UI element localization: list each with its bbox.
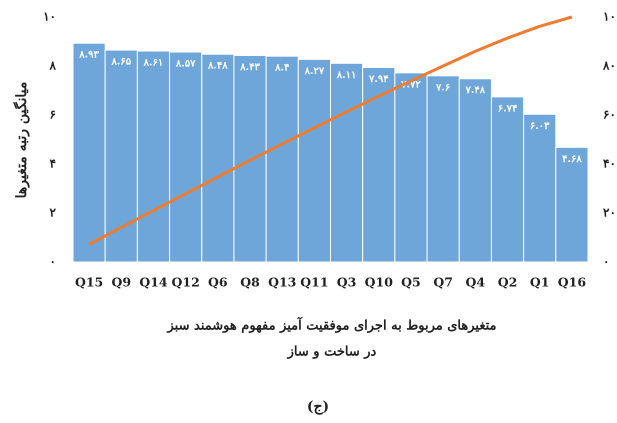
bar xyxy=(490,96,525,263)
x-tick-label: Q8 xyxy=(240,275,260,290)
bar xyxy=(265,55,299,263)
y-tick-label: ۲ xyxy=(50,206,57,220)
bar xyxy=(426,75,460,263)
x-tick-label: Q3 xyxy=(337,275,357,290)
x-tick-label: Q4 xyxy=(466,275,486,290)
bar xyxy=(169,51,203,263)
value-label: ۷.۷۲ xyxy=(400,79,421,90)
x-tick-label: Q2 xyxy=(498,275,518,290)
y2-tick-label: ۱۰۰ xyxy=(603,10,617,24)
value-label: ۸.۲۷ xyxy=(304,66,325,77)
x-axis-title: متغیرهای مربوط به اجرای موفقیت آمیز مفهو… xyxy=(167,317,497,334)
x-tick-label: Q9 xyxy=(111,275,131,290)
line xyxy=(88,15,573,246)
y2-tick-label: ۴۰ xyxy=(603,157,616,171)
value-label: ۷.۹۴ xyxy=(368,74,389,85)
x-tick-label: Q14 xyxy=(139,275,168,290)
value-label: ۷.۶ xyxy=(435,82,450,93)
x-tick-label: Q13 xyxy=(268,275,296,290)
bar xyxy=(330,62,364,263)
bar xyxy=(297,58,331,263)
value-label: ۸.۹۳ xyxy=(78,50,99,61)
value-label: ۸.۴ xyxy=(274,63,289,74)
x-tick-label: Q1 xyxy=(530,275,550,290)
y-tick-label: ۰ xyxy=(50,255,56,269)
caption: (ج) xyxy=(307,399,329,415)
y-tick-label: ۸ xyxy=(49,59,57,73)
value-label: ۸.۴۳ xyxy=(239,62,260,73)
bar xyxy=(523,113,557,263)
x-tick-label: Q7 xyxy=(433,275,453,290)
value-label: ۴.۶۸ xyxy=(562,154,582,165)
value-label: ۸.۴۸ xyxy=(207,61,228,72)
bar xyxy=(458,78,492,263)
bar xyxy=(201,53,235,263)
y2-tick-label: ۲۰ xyxy=(603,206,616,220)
y2-tick-label: ۸۰ xyxy=(602,59,616,73)
bar xyxy=(555,146,589,263)
x-tick-label: Q12 xyxy=(172,275,200,290)
x-tick-label: Q6 xyxy=(208,275,228,290)
y2-tick-label: ۰ xyxy=(603,255,609,269)
value-label: ۶.۷۴ xyxy=(498,103,518,114)
value-label: ۸.۱۱ xyxy=(336,70,357,81)
x-axis-title: در ساخت و ساز xyxy=(287,345,377,360)
x-tick-label: Q15 xyxy=(75,275,103,290)
y-tick-label: ۴ xyxy=(50,157,56,171)
bar xyxy=(394,72,428,263)
bar xyxy=(136,50,171,263)
y2-tick-label: ۶۰ xyxy=(603,108,616,122)
value-label: ۷.۴۸ xyxy=(465,85,486,96)
value-label: ۸.۶۱ xyxy=(143,58,164,69)
x-tick-label: Q10 xyxy=(365,275,394,290)
y-axis-title: میانگین رتبه متغیرها xyxy=(13,82,30,199)
x-tick-label: Q11 xyxy=(300,275,328,290)
value-label: ۸.۵۷ xyxy=(175,59,196,70)
y-tick-label: ۱۰ xyxy=(43,10,56,24)
x-tick-label: Q5 xyxy=(401,275,421,290)
value-label: ۶.۰۳ xyxy=(530,121,550,132)
x-tick-label: Q16 xyxy=(558,275,587,290)
bar xyxy=(104,49,138,263)
bar xyxy=(72,42,106,263)
y-tick-label: ۶ xyxy=(50,108,56,122)
value-label: ۸.۶۵ xyxy=(110,57,131,68)
